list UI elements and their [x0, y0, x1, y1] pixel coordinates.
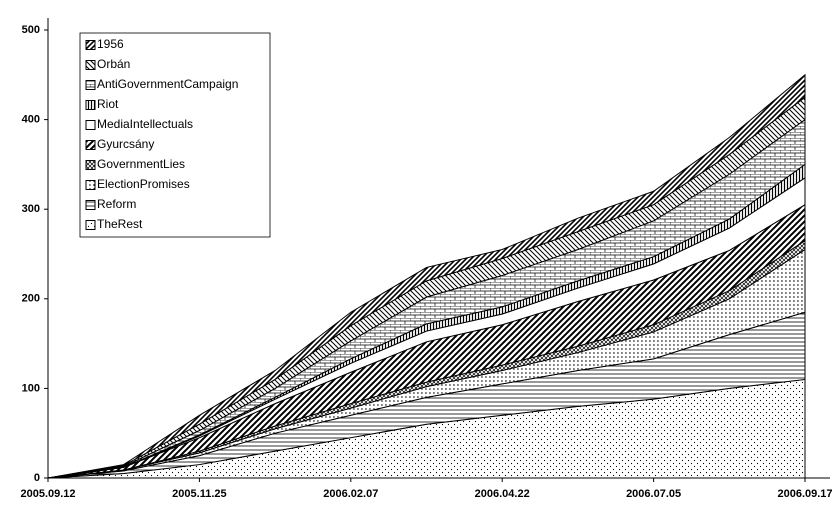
legend-swatch [85, 180, 96, 190]
legend-label: 1956 [97, 37, 124, 51]
area [47, 73, 806, 479]
x-tick-label: 2006.02.07 [323, 488, 378, 500]
legend-label: ElectionPromises [97, 177, 190, 191]
legend-swatch [85, 60, 96, 70]
legend-label: MediaIntellectuals [97, 117, 193, 131]
legend-label: TheRest [97, 217, 143, 231]
legend-label: Riot [97, 97, 119, 111]
legend-label: Reform [97, 197, 136, 211]
x-tick-label: 2006.04.22 [475, 488, 530, 500]
legend-swatch [85, 160, 96, 170]
y-tick-label: 200 [22, 293, 40, 305]
legend-swatch [85, 80, 96, 90]
x-tick-label: 2006.07.05 [626, 488, 681, 500]
legend-swatch [85, 140, 96, 150]
legend-swatch [85, 40, 96, 50]
legend-label: AntiGovernmentCampaign [97, 77, 238, 91]
x-tick-label: 2006.09.17 [777, 488, 832, 500]
legend-label: Gyurcsány [97, 137, 154, 151]
legend-label: Orbán [97, 57, 130, 71]
x-tick-label: 2005.09.12 [20, 488, 75, 500]
legend-swatch [85, 100, 96, 110]
legend-swatch [85, 200, 96, 210]
legend-swatch [85, 120, 96, 130]
y-tick-label: 0 [34, 472, 40, 484]
y-tick-label: 400 [22, 114, 40, 126]
legend-swatch [85, 220, 96, 230]
x-tick-label: 2005.11.25 [172, 488, 226, 500]
y-tick-label: 500 [22, 24, 40, 36]
y-tick-label: 100 [22, 382, 40, 394]
legend-box [79, 32, 271, 238]
y-tick-label: 300 [22, 203, 40, 215]
legend-label: GovernmentLies [97, 157, 185, 171]
